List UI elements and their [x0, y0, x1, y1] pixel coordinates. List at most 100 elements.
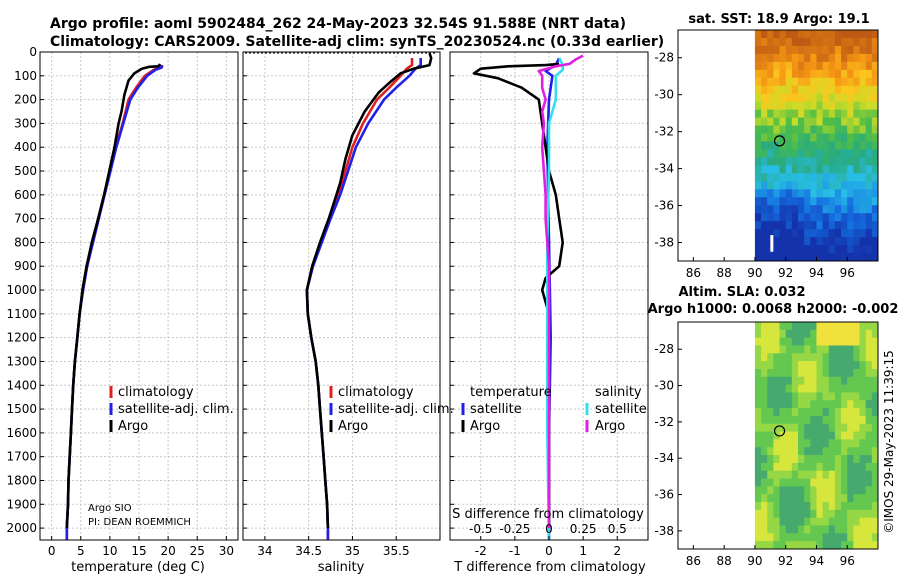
series-line-argo [65, 63, 162, 529]
map-cell [804, 415, 811, 425]
map-cell [773, 157, 781, 166]
map-cell [754, 117, 762, 127]
map-cell [754, 141, 762, 150]
map-cell [779, 486, 787, 495]
legend-header-temperature: temperature [470, 385, 552, 400]
map-cell [865, 133, 873, 143]
map-cell [785, 229, 793, 238]
map-cell [865, 205, 873, 214]
map-cell [834, 221, 842, 230]
map-cell [816, 125, 824, 135]
map-cell [767, 53, 774, 63]
map-cell [853, 525, 861, 534]
map-cell [847, 353, 854, 362]
map-cell [761, 329, 768, 339]
map-cell [834, 37, 842, 47]
map-cell [785, 517, 793, 527]
map-cell [816, 329, 824, 339]
map-cell [785, 117, 793, 127]
salinity-top-dotted-rule [245, 52, 435, 54]
map-cell [853, 478, 861, 487]
map-cell [871, 93, 879, 103]
map-cell [810, 61, 817, 71]
map-cell [871, 101, 879, 111]
map-cell [841, 77, 848, 87]
map-cell [841, 221, 848, 230]
map-cell [859, 533, 867, 542]
map-cell [773, 361, 781, 370]
map-cell [822, 189, 830, 198]
map-cell [810, 533, 817, 542]
top-dot [289, 52, 291, 54]
map-cell [761, 157, 768, 166]
difference-axes: -2 -1 0 1 2 [449, 51, 649, 558]
map-cell [871, 165, 879, 174]
map-cell [865, 525, 873, 534]
map-cell [810, 165, 817, 174]
map-cell [853, 368, 861, 378]
map-cell [828, 141, 836, 150]
temperature-legend: climatology satellite-adj. clim. Argo [109, 385, 234, 434]
map-cell [810, 109, 817, 119]
map-cell [822, 447, 830, 456]
map-cell [767, 353, 774, 362]
map-cell [791, 525, 799, 534]
map-cell [816, 157, 824, 166]
map-cell [822, 376, 830, 386]
map-cell [761, 85, 768, 95]
map-cell [791, 533, 799, 542]
map-cell [834, 45, 842, 55]
map-cell [865, 345, 873, 354]
map-cell [767, 322, 774, 331]
map-cell [816, 486, 824, 495]
map-x-tick-label: 88 [717, 266, 732, 280]
map-cell [865, 368, 873, 378]
map-cell [822, 329, 830, 339]
map-cell [841, 181, 848, 190]
map-cell [785, 109, 793, 119]
map-cell [785, 213, 793, 222]
map-cell [834, 93, 842, 103]
map-cell [834, 400, 842, 409]
map-cell [853, 329, 861, 339]
map-cell [804, 69, 811, 79]
map-cell [871, 322, 879, 331]
top-dot [413, 52, 415, 54]
map-cell [859, 322, 867, 331]
map-cell [773, 69, 781, 79]
map-cell [810, 253, 817, 262]
map-cell [834, 173, 842, 182]
map-cell [810, 77, 817, 87]
top-dot [409, 52, 411, 54]
map-cell [767, 462, 774, 472]
map-cell [810, 502, 817, 511]
map-cell [865, 69, 873, 79]
map-cell [853, 470, 861, 480]
map-cell [853, 361, 861, 370]
map-cell [828, 109, 836, 119]
map-cell [847, 447, 854, 456]
map-cell [791, 109, 799, 119]
map-y-tick-label: -32 [654, 125, 674, 139]
map-cell [859, 213, 867, 222]
map-cell [816, 439, 824, 448]
map-cell [791, 205, 799, 214]
map-cell [761, 423, 768, 433]
map-cell [834, 408, 842, 417]
map-cell [779, 431, 787, 440]
map-cell [841, 93, 848, 103]
map-cell [828, 245, 836, 254]
map-cell [822, 197, 830, 206]
map-cell [865, 486, 873, 495]
x-tick-label: -1 [509, 544, 521, 558]
map-cell [841, 329, 848, 339]
map-cell [798, 517, 805, 527]
map-cell [779, 30, 787, 39]
map-cell [834, 337, 842, 346]
map-cell [828, 237, 836, 246]
map-cell [773, 181, 781, 190]
map-cell [779, 509, 787, 519]
map-cell [798, 189, 805, 198]
map-cell [761, 61, 768, 71]
map-cell [816, 165, 824, 174]
